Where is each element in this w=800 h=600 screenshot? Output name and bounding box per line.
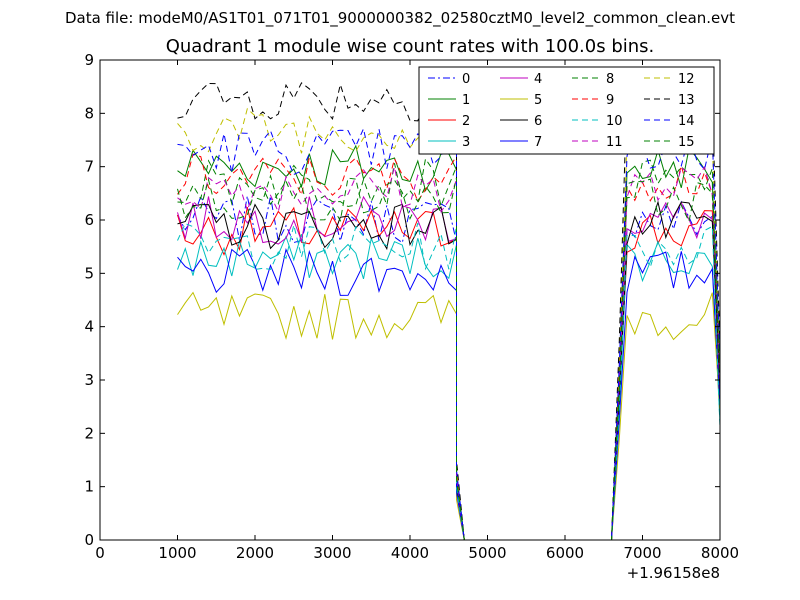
series-line-14: [177, 127, 720, 540]
y-tick-label: 3: [84, 371, 94, 389]
y-tick-label: 7: [84, 158, 94, 176]
legend-label-8: 8: [606, 72, 614, 87]
legend-label-14: 14: [678, 114, 695, 129]
x-tick-label: 4000: [391, 544, 429, 562]
series-line-4: [177, 195, 720, 540]
series-line-2: [177, 206, 720, 540]
x-tick-label: 1000: [158, 544, 196, 562]
x-offset-label: +1.96158e8: [627, 564, 720, 582]
legend-label-3: 3: [462, 135, 470, 150]
legend-label-0: 0: [462, 72, 470, 87]
legend-label-5: 5: [534, 93, 542, 108]
x-tick-label: 6000: [546, 544, 584, 562]
x-tick-label: 2000: [236, 544, 274, 562]
legend-label-9: 9: [606, 93, 614, 108]
legend-label-1: 1: [462, 93, 470, 108]
legend-label-2: 2: [462, 114, 470, 129]
series-line-9: [177, 153, 720, 540]
y-tick-label: 6: [84, 211, 94, 229]
legend-label-6: 6: [534, 114, 542, 129]
series-lines: [177, 76, 720, 540]
legend-label-13: 13: [678, 93, 695, 108]
series-line-15: [177, 177, 720, 540]
series-line-7: [177, 248, 720, 540]
series-line-8: [177, 157, 720, 540]
y-tick-label: 4: [84, 318, 94, 336]
y-tick-label: 8: [84, 104, 94, 122]
series-line-3: [177, 234, 720, 540]
legend-box: [418, 66, 715, 155]
x-tick-label: 7000: [623, 544, 661, 562]
legend-label-11: 11: [606, 135, 623, 150]
legend-label-15: 15: [678, 135, 695, 150]
y-tick-label: 9: [84, 51, 94, 69]
series-line-10: [177, 222, 720, 540]
x-tick-label: 3000: [313, 544, 351, 562]
x-tick-label: 0: [95, 544, 105, 562]
data-file-suptitle: Data file: modeM0/AS1T01_071T01_90000003…: [64, 9, 736, 27]
series-line-0: [177, 195, 720, 540]
series-line-5: [177, 291, 720, 540]
series-line-6: [177, 200, 720, 540]
legend-label-4: 4: [534, 72, 542, 87]
y-tick-label: 0: [84, 531, 94, 549]
series-line-11: [177, 165, 720, 540]
y-tick-label: 5: [84, 264, 94, 282]
chart-title: Quadrant 1 module wise count rates with …: [165, 36, 655, 57]
x-tick-label: 8000: [701, 544, 739, 562]
legend-label-12: 12: [678, 72, 695, 87]
y-tick-label: 2: [84, 424, 94, 442]
legend-label-7: 7: [534, 135, 542, 150]
series-line-1: [177, 144, 720, 540]
x-tick-label: 5000: [468, 544, 506, 562]
legend-label-10: 10: [606, 114, 623, 129]
y-tick-label: 1: [84, 478, 94, 496]
